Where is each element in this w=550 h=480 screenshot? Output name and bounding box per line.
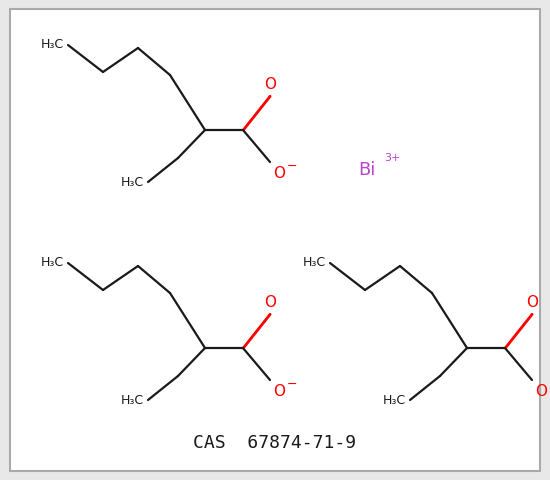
Text: H₃C: H₃C xyxy=(41,256,64,269)
Text: H₃C: H₃C xyxy=(383,394,406,407)
Text: O: O xyxy=(273,166,285,181)
Text: O: O xyxy=(264,77,276,92)
Text: −: − xyxy=(549,378,550,391)
Text: H₃C: H₃C xyxy=(121,394,144,407)
Text: O: O xyxy=(535,384,547,399)
Text: 3+: 3+ xyxy=(384,153,400,163)
Text: H₃C: H₃C xyxy=(41,38,64,51)
Text: Bi: Bi xyxy=(358,161,375,179)
Text: −: − xyxy=(287,160,298,173)
Text: H₃C: H₃C xyxy=(121,176,144,189)
Text: O: O xyxy=(273,384,285,399)
Text: O: O xyxy=(526,295,538,310)
Text: −: − xyxy=(287,378,298,391)
Text: O: O xyxy=(264,295,276,310)
Text: H₃C: H₃C xyxy=(303,256,326,269)
Text: CAS  67874-71-9: CAS 67874-71-9 xyxy=(194,434,356,452)
